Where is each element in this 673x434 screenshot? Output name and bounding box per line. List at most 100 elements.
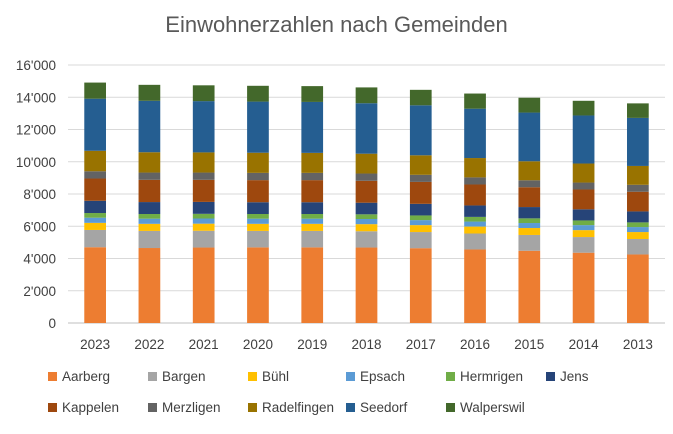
bar-segment-seedorf	[409, 105, 432, 156]
bar-segment-walperswil	[84, 82, 106, 99]
bar-segment-kappelen	[192, 179, 215, 202]
bar-segment-kappelen	[409, 181, 432, 204]
legend-label: Bargen	[162, 369, 206, 384]
bar-segment-seedorf	[572, 115, 595, 164]
bar-segment-seedorf	[138, 100, 161, 153]
bar-segment-radelfingen	[301, 152, 324, 173]
bar-segment-bühl	[464, 226, 486, 234]
legend-label: Epsach	[360, 369, 405, 384]
bar-segment-radelfingen	[355, 153, 378, 174]
bar-segment-epsach	[464, 221, 486, 227]
bar-segment-seedorf	[518, 112, 541, 162]
bar-segment-aarberg	[409, 248, 432, 323]
bar-segment-walperswil	[572, 100, 595, 116]
legend-swatch	[148, 372, 157, 381]
bar-segment-walperswil	[355, 87, 378, 104]
bar-segment-seedorf	[84, 98, 106, 151]
y-tick-label: 6'000	[23, 219, 56, 234]
bar-segment-hermrigen	[572, 220, 595, 226]
bar-segment-radelfingen	[572, 163, 595, 183]
bar-segment-epsach	[627, 227, 649, 233]
bar-segment-bargen	[409, 232, 432, 249]
bar-segment-kappelen	[301, 180, 324, 203]
bar-segment-jens	[301, 202, 324, 214]
legend-label: Radelfingen	[262, 400, 334, 415]
bar-segment-aarberg	[464, 249, 486, 323]
legend-label: Aarberg	[62, 369, 110, 384]
y-tick-label: 4'000	[23, 252, 56, 267]
bar-segment-kappelen	[138, 179, 161, 203]
bar-segment-walperswil	[301, 86, 324, 102]
bar-segment-bargen	[301, 230, 324, 248]
bar-segment-kappelen	[247, 180, 269, 203]
legend-swatch	[148, 403, 157, 412]
legend-swatch	[48, 372, 57, 381]
bar-segment-merzligen	[301, 172, 324, 181]
bar-segment-radelfingen	[247, 152, 269, 173]
x-tick-label: 2016	[460, 337, 490, 352]
bar-segment-walperswil	[138, 84, 161, 101]
y-tick-label: 0	[48, 316, 56, 331]
bar-segment-radelfingen	[627, 165, 649, 185]
y-tick-label: 16'000	[16, 58, 56, 73]
bar-segment-merzligen	[84, 171, 106, 179]
bar-segment-radelfingen	[138, 152, 161, 173]
x-tick-label: 2018	[351, 337, 381, 352]
legend-swatch	[248, 372, 257, 381]
bar-segment-radelfingen	[409, 155, 432, 175]
bar-segment-hermrigen	[464, 216, 486, 222]
y-tick-label: 14'000	[16, 90, 56, 105]
bar-segment-merzligen	[464, 177, 486, 185]
bar-segment-hermrigen	[409, 215, 432, 221]
y-tick-label: 2'000	[23, 284, 56, 299]
bar-segment-aarberg	[518, 250, 541, 323]
bar-segment-bargen	[518, 234, 541, 251]
bar-segment-bargen	[138, 230, 161, 249]
bar-segment-radelfingen	[464, 158, 486, 178]
bar-segment-seedorf	[355, 103, 378, 154]
bar-segment-hermrigen	[355, 214, 378, 219]
bar-segment-kappelen	[464, 184, 486, 206]
bar-segment-seedorf	[627, 117, 649, 166]
bar-segment-jens	[464, 205, 486, 217]
bar-segment-hermrigen	[518, 218, 541, 224]
bar-segment-bühl	[301, 223, 324, 231]
x-tick-label: 2013	[623, 337, 653, 352]
bar-segment-aarberg	[301, 247, 324, 323]
bar-segment-jens	[192, 201, 215, 214]
x-tick-label: 2021	[189, 337, 219, 352]
bar-segment-epsach	[138, 218, 161, 224]
legend-swatch	[346, 403, 355, 412]
legend-swatch	[248, 403, 257, 412]
bar-segment-aarberg	[355, 247, 378, 323]
bar-segment-walperswil	[627, 103, 649, 118]
bar-segment-epsach	[192, 218, 215, 224]
bar-segment-kappelen	[355, 180, 378, 203]
bar-segment-hermrigen	[301, 213, 324, 219]
bar-segment-radelfingen	[518, 161, 541, 181]
bar-segment-bargen	[84, 229, 106, 248]
bar-segment-walperswil	[464, 93, 486, 109]
bar-segment-jens	[572, 209, 595, 221]
x-tick-label: 2020	[243, 337, 273, 352]
bar-segment-radelfingen	[192, 152, 215, 173]
y-tick-label: 10'000	[16, 155, 56, 170]
bar-segment-bühl	[355, 224, 378, 232]
bar-segment-walperswil	[192, 85, 215, 102]
bar-segment-merzligen	[572, 182, 595, 190]
bar-segment-merzligen	[409, 174, 432, 182]
legend-label: Seedorf	[360, 400, 408, 415]
bar-segment-epsach	[572, 225, 595, 231]
bar-segment-bargen	[192, 230, 215, 248]
legend-label: Kappelen	[62, 400, 119, 415]
bar-segment-aarberg	[84, 247, 106, 323]
x-tick-label: 2014	[569, 337, 600, 352]
legend-swatch	[346, 372, 355, 381]
bar-segment-jens	[409, 203, 432, 216]
legend-label: Hermrigen	[460, 369, 523, 384]
bar-segment-bühl	[409, 225, 432, 233]
bar-segment-kappelen	[627, 191, 649, 212]
bar-segment-hermrigen	[84, 213, 106, 218]
bar-segment-jens	[84, 200, 106, 214]
